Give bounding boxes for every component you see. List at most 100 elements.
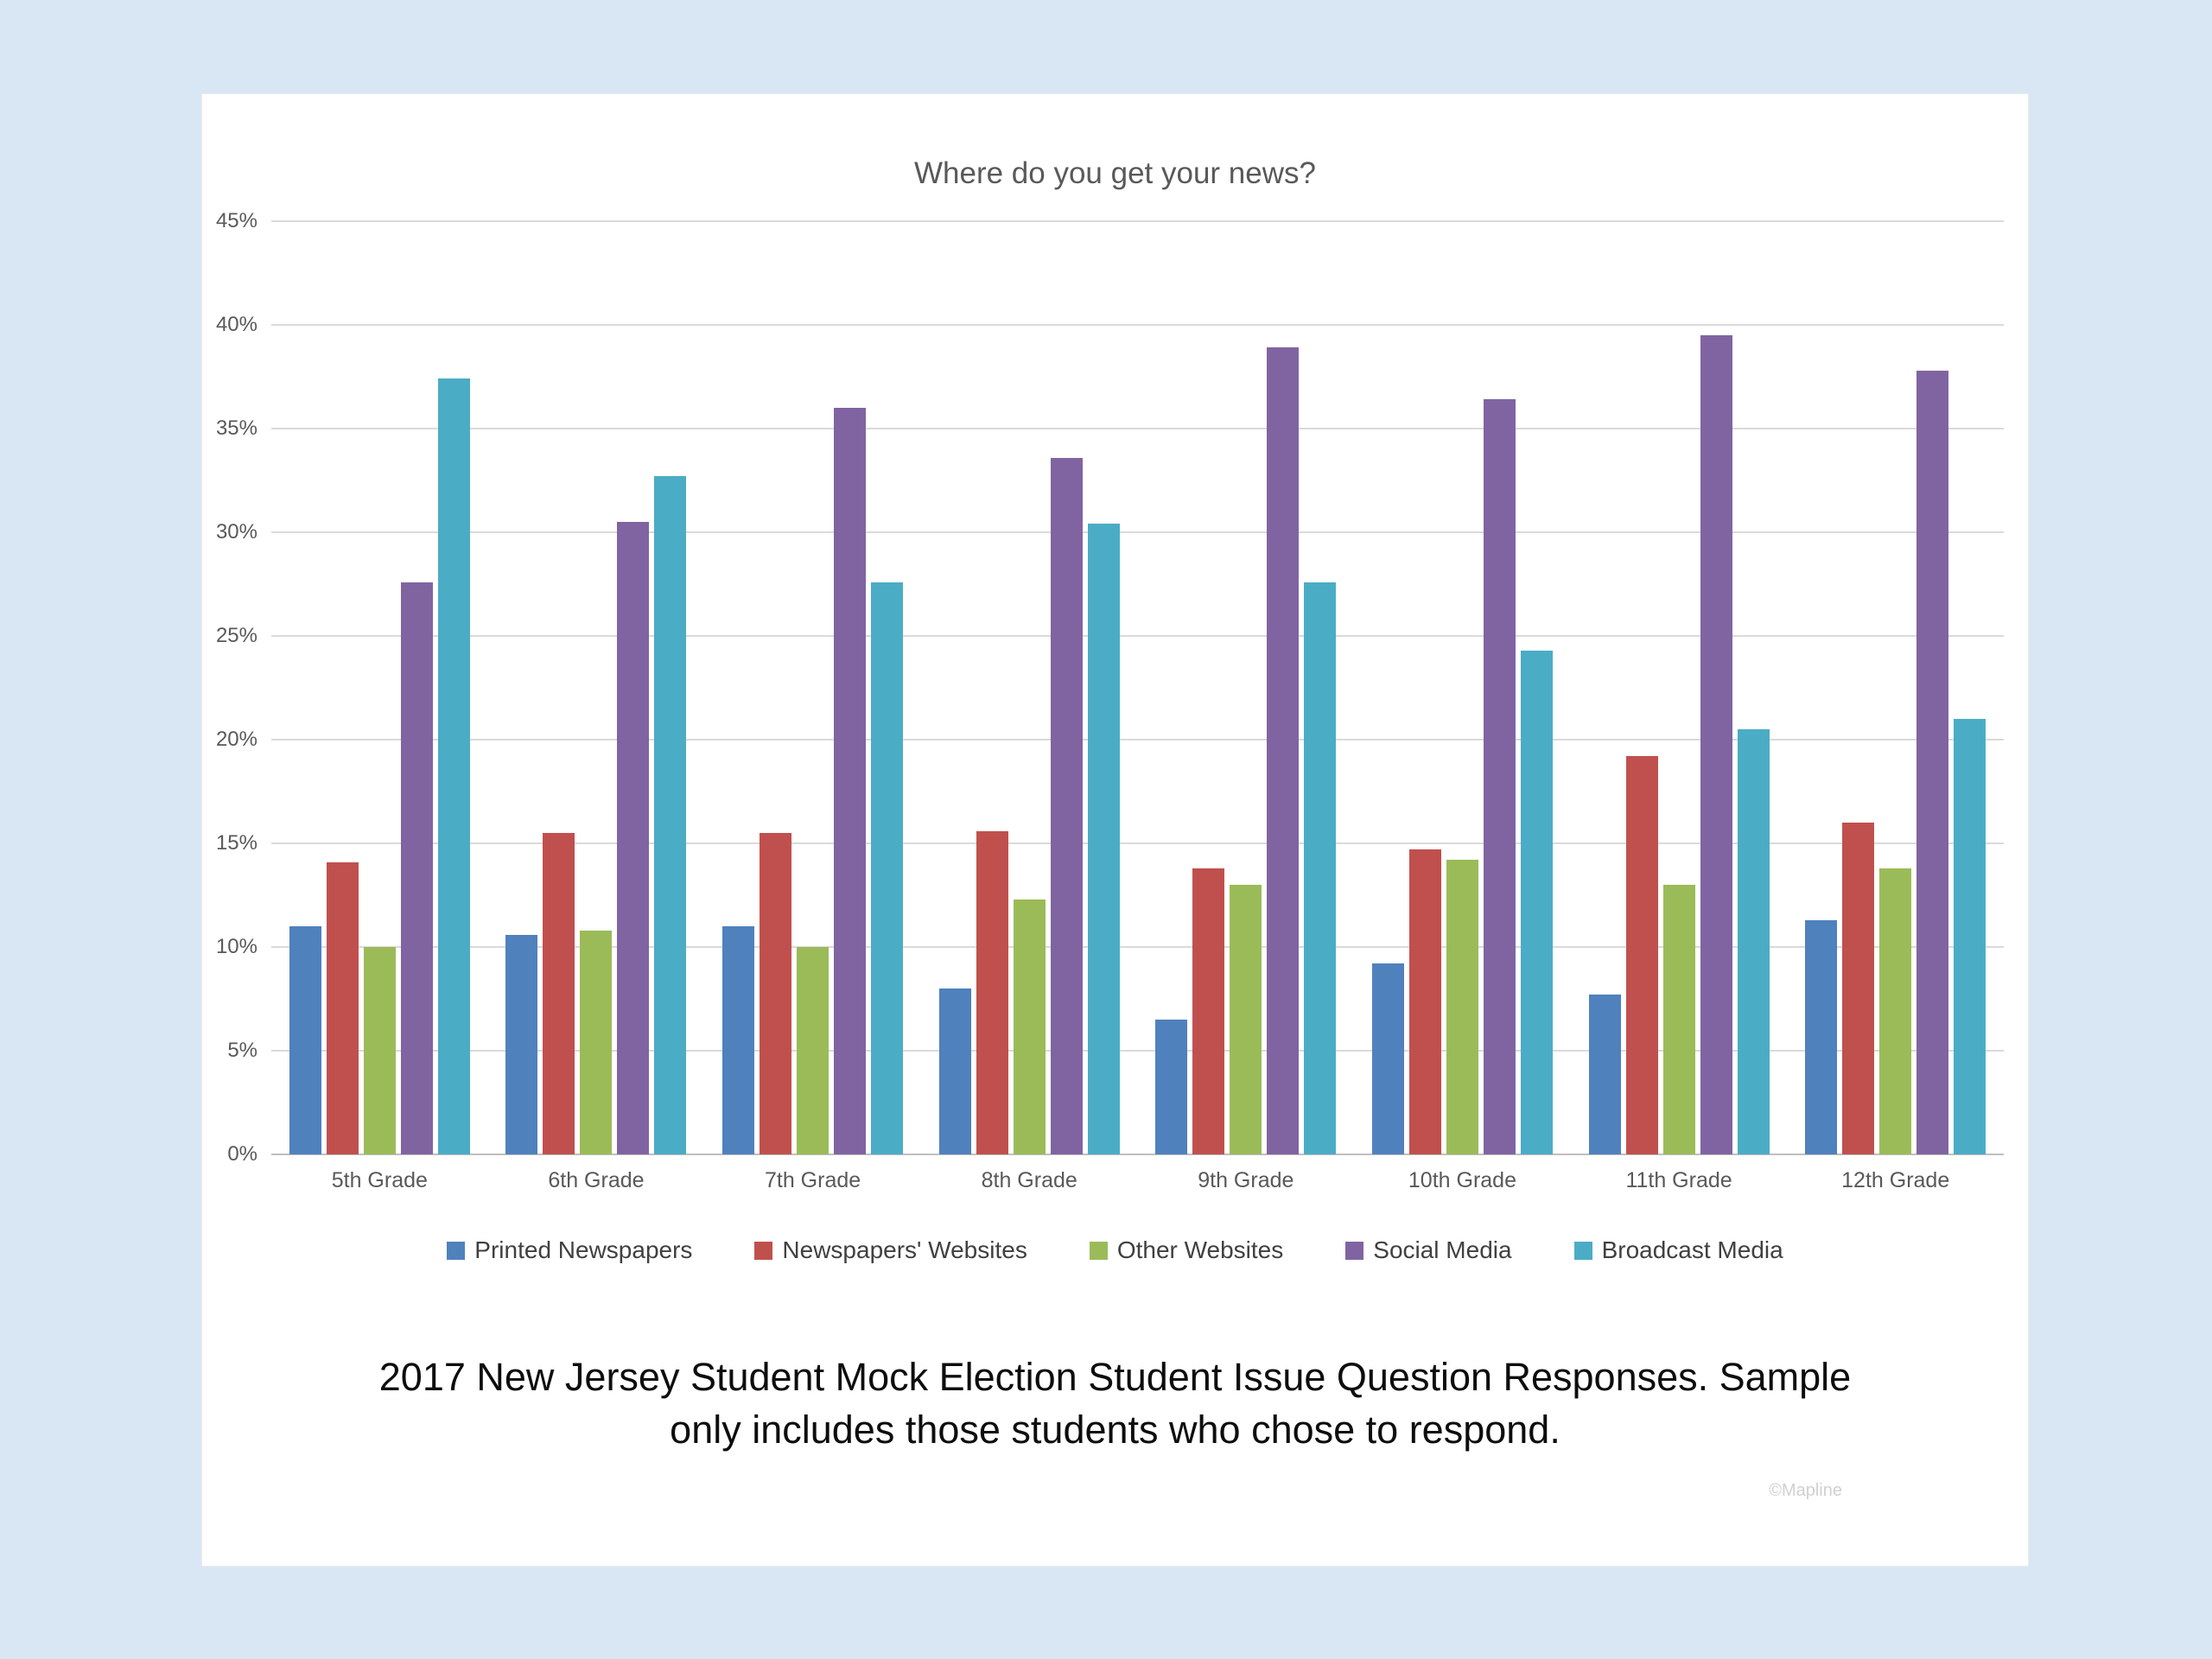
gridline-35 [271,428,2004,429]
bar-newspapers-websites [326,861,359,1154]
y-axis-tick-label: 15% [215,831,257,855]
bar-broadcast-media [871,582,904,1154]
x-axis-category-label: 8th Grade [981,1168,1077,1192]
bar-group-8th-grade: 8th Grade [921,221,1138,1192]
bar-newspapers-websites [543,833,575,1154]
bar-newspapers-websites [1625,756,1658,1154]
legend-swatch-icon [447,1241,466,1260]
bar-social-media [1267,347,1300,1154]
y-axis-tick-label: 0% [227,1142,257,1166]
x-axis-category-label: 5th Grade [331,1168,428,1192]
x-axis-category-label: 7th Grade [764,1168,861,1192]
bar-group-9th-grade: 9th Grade [1138,221,1355,1192]
legend-label: Newspapers' Websites [782,1236,1027,1263]
y-axis-tick-label: 45% [215,209,257,232]
chart-card: Where do you get your news? 0% 5% 10% 15% 20… [201,93,2029,1567]
legend-item-broadcast-media: Broadcast Media [1573,1236,1783,1264]
watermark: ©Mapline [1769,1481,1842,1500]
bar-social-media [1700,335,1732,1154]
legend-label: Printed Newspapers [474,1236,693,1263]
plot-area: 5th Grade 6th Grade 7th Grade 8th Grade 9th … [271,220,2004,1192]
bar-other-websites [797,947,830,1154]
bar-social-media [1916,370,1949,1154]
x-axis-category-label: 9th Grade [1198,1168,1294,1192]
y-axis-tick-label: 5% [227,1039,257,1062]
legend-swatch-icon [1345,1241,1364,1260]
legend-swatch-icon [1573,1241,1592,1260]
bar-other-websites [1446,860,1478,1154]
y-axis-tick-label: 20% [215,728,257,751]
x-axis-category-label: 12th Grade [1841,1168,1950,1192]
bar-social-media [834,408,867,1154]
x-axis-category-label: 10th Grade [1408,1168,1516,1192]
bar-broadcast-media [1520,650,1553,1154]
legend-label: Other Websites [1116,1236,1284,1263]
bar-printed-newspapers [289,926,321,1154]
y-axis-tick-label: 30% [215,520,257,543]
bar-printed-newspapers [938,988,971,1154]
caption: 2017 New Jersey Student Mock Election St… [202,1351,2028,1457]
bar-broadcast-media [1954,719,1986,1154]
legend-item-other-websites: Other Websites [1089,1236,1284,1264]
bar-group-11th-grade: 11th Grade [1571,221,1788,1192]
legend-item-newspapers-websites: Newspapers' Websites [754,1236,1027,1264]
bar-broadcast-media [1087,524,1120,1154]
bar-printed-newspapers [1588,995,1621,1154]
bar-printed-newspapers [722,926,755,1154]
legend-swatch-icon [754,1241,773,1260]
y-axis-tick-label: 40% [215,313,257,336]
bar-group-10th-grade: 10th Grade [1354,221,1571,1192]
bar-other-websites [1879,868,1912,1154]
bar-other-websites [363,947,396,1154]
y-axis-tick-label: 25% [215,624,257,647]
legend-item-social-media: Social Media [1345,1236,1512,1264]
bar-broadcast-media [1304,582,1337,1154]
y-axis-tick-label: 35% [215,416,257,440]
gridline-25 [271,635,2004,637]
bar-social-media [1483,399,1516,1154]
legend-item-printed-newspapers: Printed Newspapers [447,1236,692,1264]
gridline-15 [271,842,2004,844]
gridline-20 [271,739,2004,741]
bar-social-media [1050,457,1083,1154]
gridline-30 [271,531,2004,533]
bar-broadcast-media [437,378,470,1154]
bar-other-websites [1662,885,1695,1154]
bar-newspapers-websites [976,830,1008,1154]
bar-group-7th-grade: 7th Grade [704,221,921,1192]
legend-swatch-icon [1089,1241,1108,1260]
bar-other-websites [580,930,613,1154]
bar-other-websites [1013,899,1046,1154]
legend-label: Broadcast Media [1601,1236,1783,1263]
caption-line-1: 2017 New Jersey Student Mock Election St… [378,1355,1852,1399]
bar-group-6th-grade: 6th Grade [488,221,705,1192]
bar-printed-newspapers [505,934,538,1154]
bar-printed-newspapers [1155,1020,1188,1154]
bar-newspapers-websites [760,833,792,1154]
bar-newspapers-websites [1408,849,1441,1154]
x-axis-category-label: 11th Grade [1625,1168,1732,1192]
bar-broadcast-media [654,476,687,1154]
bar-newspapers-websites [1192,868,1225,1154]
gridline-5 [271,1050,2004,1052]
bar-printed-newspapers [1805,919,1838,1154]
legend-label: Social Media [1373,1236,1512,1263]
y-axis: 0% 5% 10% 15% 20% 25% 30% 35% 40% 45% [202,209,263,1166]
y-axis-tick-label: 10% [215,935,257,958]
gridline-45 [271,220,2004,222]
caption-line-2: only includes those students who chose t… [670,1407,1560,1452]
gridline-0 [271,1154,2004,1155]
gridline-40 [271,324,2004,326]
bar-newspapers-websites [1842,823,1875,1154]
bar-social-media [400,582,433,1154]
x-axis-category-label: 6th Grade [548,1168,645,1192]
bar-group-12th-grade: 12th Grade [1787,221,2004,1192]
legend: Printed Newspapers Newspapers' Websites Ot… [202,1236,2028,1264]
gridline-10 [271,946,2004,948]
bar-broadcast-media [1737,729,1770,1154]
bar-group-5th-grade: 5th Grade [271,221,488,1192]
bar-printed-newspapers [1371,963,1404,1154]
chart-title: Where do you get your news? [914,156,1316,190]
bar-other-websites [1230,885,1262,1154]
bar-social-media [617,522,650,1154]
